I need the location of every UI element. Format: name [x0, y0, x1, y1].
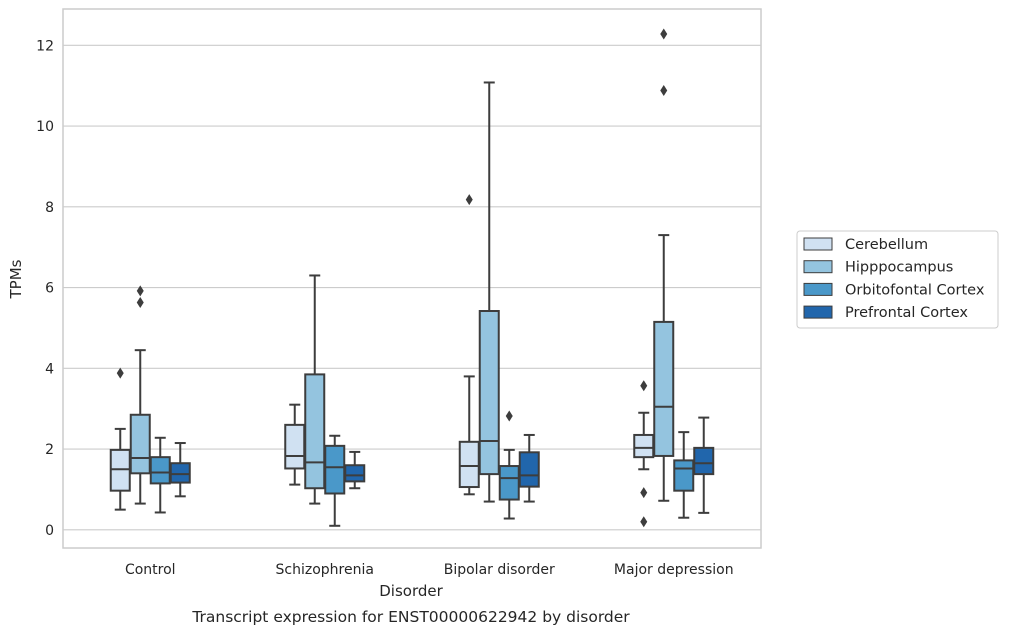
y-tick-label: 12	[36, 38, 54, 54]
box-4-4	[693, 416, 715, 514]
legend-entry: Prefrontal Cortex	[845, 305, 968, 321]
y-tick-label: 2	[45, 442, 54, 458]
box-body	[673, 459, 695, 492]
box-2-1	[129, 285, 151, 505]
box-1-1	[109, 367, 131, 511]
box-body	[129, 413, 151, 475]
legend-swatch	[803, 260, 833, 274]
box-body	[109, 448, 131, 492]
box-3-3	[498, 410, 520, 520]
outlier-point	[640, 487, 648, 499]
box-body	[693, 446, 715, 476]
x-tick-label: Schizophrenia	[276, 562, 374, 578]
legend-frame	[796, 230, 999, 329]
y-tick-label: 10	[36, 119, 54, 135]
boxes	[109, 28, 715, 528]
box-4-2	[344, 450, 366, 490]
legend-swatch	[803, 282, 833, 296]
legend-entry: Hipppocampus	[845, 260, 953, 276]
box-body	[478, 310, 500, 476]
outlier-point	[660, 85, 668, 97]
outlier-point	[640, 380, 648, 392]
outlier-point	[640, 516, 648, 528]
box-body	[324, 444, 346, 495]
box-4-3	[518, 433, 540, 503]
chart-caption: Transcript expression for ENST0000062294…	[191, 608, 630, 626]
box-body	[149, 456, 171, 485]
x-tick-label: Bipolar disorder	[444, 562, 555, 578]
y-tick-labels: 0 2 4 6 8 10 12	[36, 38, 54, 538]
outlier-point	[505, 410, 513, 422]
x-tick-labels: Control Schizophrenia Bipolar disorder Majo…	[125, 562, 734, 578]
legend-entry: Cerebellum	[845, 237, 928, 253]
legend-swatch	[803, 237, 833, 251]
box-body	[633, 433, 655, 459]
box-2-3	[478, 81, 500, 503]
box-3-4	[673, 431, 695, 519]
y-tick-label: 0	[45, 523, 54, 539]
plot-frame	[62, 8, 762, 549]
x-axis-label: Disorder	[379, 582, 443, 600]
outlier-point	[136, 297, 144, 309]
box-body	[284, 423, 306, 470]
outlier-point	[660, 28, 668, 40]
box-2-4	[653, 28, 675, 502]
legend-swatch	[803, 305, 833, 319]
box-body	[498, 465, 520, 501]
box-body	[344, 464, 366, 483]
legend-entry: Orbitofontal Cortex	[845, 282, 985, 298]
legend: Cerebellum Hipppocampus Orbitofontal Corte…	[796, 230, 999, 329]
y-tick-label: 4	[45, 361, 54, 377]
box-body	[518, 451, 540, 488]
box-1-4	[633, 380, 655, 528]
x-tick-label: Major depression	[614, 562, 734, 578]
box-4-1	[169, 442, 191, 498]
y-tick-label: 6	[45, 281, 54, 297]
box-body	[304, 373, 326, 490]
outlier-point	[465, 194, 473, 206]
outlier-point	[136, 285, 144, 297]
y-tick-label: 8	[45, 200, 54, 216]
box-body	[169, 462, 191, 484]
box-3-2	[324, 434, 346, 527]
box-2-2	[304, 274, 326, 505]
box-body	[458, 440, 480, 489]
y-axis-label: TPMs	[7, 259, 25, 299]
box-1-3	[458, 194, 480, 496]
outlier-point	[116, 367, 124, 379]
box-body	[653, 320, 675, 457]
x-tick-label: Control	[125, 562, 176, 578]
